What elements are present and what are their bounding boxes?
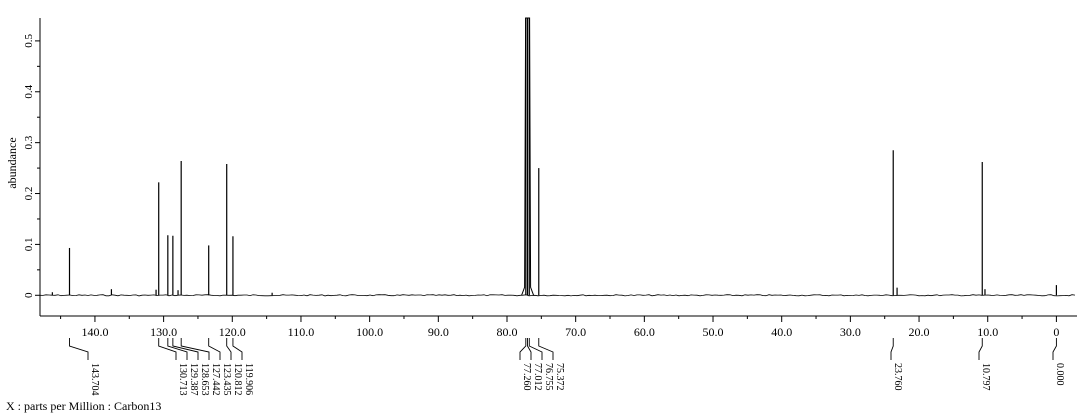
- peak-label: 10.797: [980, 363, 991, 391]
- peak-label: 120.812: [232, 363, 243, 396]
- peak-label: 128.653: [199, 363, 210, 396]
- y-tick-label: 0.3: [23, 135, 35, 149]
- peak-leader-line: [978, 338, 983, 360]
- peak-leader-line: [172, 338, 199, 360]
- x-tick-label: 130.0: [150, 325, 177, 339]
- peak-leader-line: [538, 338, 554, 360]
- x-tick-label: 50.0: [703, 325, 724, 339]
- peak-label: 77.260: [521, 363, 532, 391]
- x-axis-title: X: parts per Million: Carbon13: [6, 399, 162, 413]
- y-tick-label: 0.5: [23, 34, 35, 48]
- spectrum-solvent-cluster: [521, 17, 535, 296]
- peak-label-layer: 143.704 130.713 129.387 128.653 127.442 123.4…: [69, 338, 1065, 396]
- peak-label: 119.906: [243, 363, 254, 395]
- x-tick-label: 110.0: [288, 325, 315, 339]
- peak-label: 123.435: [221, 363, 232, 396]
- peak-leader-line: [528, 338, 543, 360]
- x-tick-label: 90.0: [428, 325, 449, 339]
- x-axis-nucleus: Carbon13: [114, 399, 162, 413]
- axes-layer: 0 0.1 0.2 0.3 0.4 0.5 abundance 140.0 130.0 120.0…: [5, 18, 1077, 339]
- y-tick-label: 0.1: [23, 238, 35, 252]
- x-tick-label: 60.0: [634, 325, 655, 339]
- spectrum-layer: [39, 17, 1076, 297]
- x-tick-label: 0: [1053, 325, 1059, 339]
- peak-label: 23.760: [892, 363, 903, 391]
- x-tick-label: 10.0: [977, 325, 998, 339]
- peak-label: 76.755: [543, 363, 554, 391]
- peak-label: 0.000: [1054, 363, 1065, 386]
- x-tick-label: 20.0: [909, 325, 930, 339]
- peak-leader-line: [158, 338, 177, 360]
- peak-leader-line: [69, 338, 89, 360]
- peak-label: 77.012: [532, 363, 543, 391]
- x-tick-label: 30.0: [840, 325, 861, 339]
- peak-label: 127.442: [210, 363, 221, 396]
- y-axis-title: abundance: [5, 137, 19, 188]
- y-tick-label: 0: [23, 292, 35, 298]
- x-tick-label: 80.0: [496, 325, 517, 339]
- y-tick-label: 0.4: [23, 84, 35, 98]
- peak-leader-line: [167, 338, 188, 360]
- peak-leader-line: [208, 338, 221, 360]
- peak-leader-line: [519, 338, 527, 360]
- peak-label: 143.704: [89, 363, 100, 396]
- x-tick-label: 40.0: [771, 325, 792, 339]
- peak-leader-line: [232, 338, 243, 360]
- peak-label: 129.387: [188, 363, 199, 396]
- peak-leader-line: [226, 338, 232, 360]
- peak-leader-line: [890, 338, 894, 360]
- spectrum-baseline: [39, 294, 1076, 297]
- x-axis-symbol: X: [6, 399, 15, 413]
- x-tick-label: 140.0: [81, 325, 108, 339]
- x-tick-label: 70.0: [565, 325, 586, 339]
- y-tick-label: 0.2: [23, 187, 35, 201]
- x-axis-unit: parts per Million: [24, 399, 105, 413]
- peak-leader-line: [180, 338, 210, 360]
- x-tick-label: 100.0: [356, 325, 383, 339]
- peak-label: 75.372: [554, 363, 565, 391]
- peak-label: 130.713: [177, 363, 188, 396]
- peak-leader-line: [527, 338, 532, 360]
- peak-leader-line: [1052, 338, 1057, 360]
- x-tick-label: 120.0: [219, 325, 246, 339]
